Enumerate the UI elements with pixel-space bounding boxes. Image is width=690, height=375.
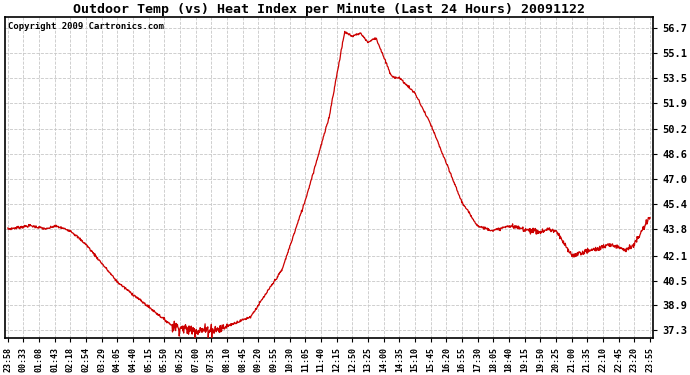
Title: Outdoor Temp (vs) Heat Index per Minute (Last 24 Hours) 20091122: Outdoor Temp (vs) Heat Index per Minute … (73, 3, 585, 16)
Text: Copyright 2009 Cartronics.com: Copyright 2009 Cartronics.com (8, 22, 164, 31)
